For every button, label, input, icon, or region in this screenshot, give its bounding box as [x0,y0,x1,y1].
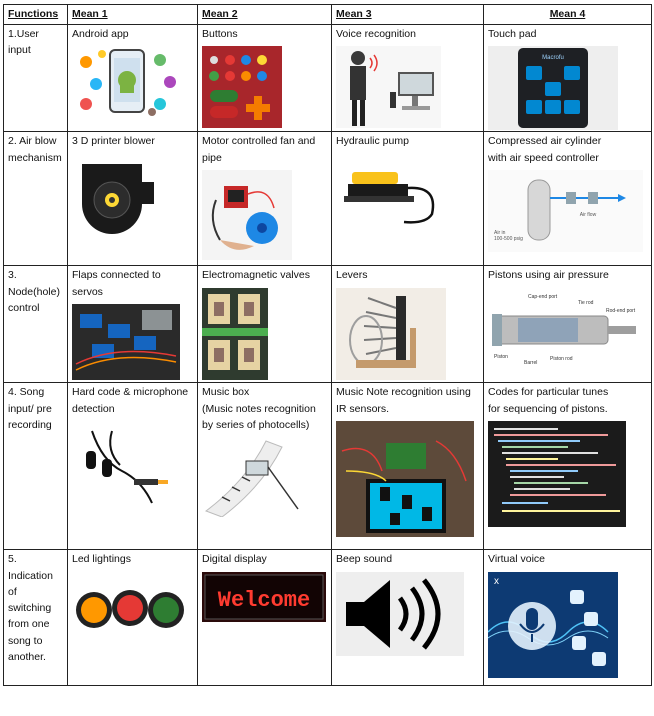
compressed-air-cylinder-image: Air flow Air in 100-500 psig [488,169,647,252]
mean-cell: Led lightings [67,549,198,687]
mean-cell: Motor controlled fan and pipe [197,131,332,267]
header-functions: Functions [3,4,68,25]
beep-sound-image [336,571,479,656]
mean-label: Voice recognition [336,28,416,40]
mean-label: Levers [336,269,368,282]
digital-display-image: Welcome [202,571,327,622]
hydraulic-pump-image [336,154,479,226]
function-cell: 5. Indication of switching from one song… [3,549,68,687]
mean-cell: Virtual voice x [483,549,652,687]
function-cell: 1.User input [3,23,68,133]
row-song-input: 4. Song input/ pre recording Hard code &… [3,382,652,551]
mean-label: Digital display [202,553,267,566]
row-node-control: 3. Node(hole) control Flaps connected to… [3,265,652,384]
tune-code-image [488,420,647,527]
piston-label-tie-rod: Tie rod [578,300,594,306]
buttons-image [202,46,327,129]
header-mean-2: Mean 2 [197,4,332,25]
mean-cell: Music box (Music notes recognition by se… [197,382,332,551]
led-lights-image [72,571,193,644]
touchpad-brand: Macrofu [542,55,564,61]
virtual-voice-image: x [488,571,647,678]
mean-cell: Flaps connected to servos [67,265,198,384]
cylinder-air-in-label: Air in 100-500 psig [494,230,523,242]
function-label: 5. Indication of switching from one song… [8,553,53,663]
mean-cell: Codes for particular tunes for sequencin… [483,382,652,551]
mean-label: Music box (Music notes recognition by se… [202,386,316,431]
piston-label-rod-end: Rod-end port [606,308,636,314]
mean-label: Music Note recognition using IR sensors. [336,386,471,415]
mean-label: Virtual voice [488,553,546,566]
function-label: 4. Song input/ pre recording [8,386,52,431]
mean-label: Motor controlled fan and pipe [202,135,316,164]
mean-label: 3 D printer blower [72,135,155,148]
music-box-image [202,437,327,518]
display-text: Welcome [218,588,310,613]
header-mean-3: Mean 3 [331,4,484,25]
piston-label-cap-end: Cap-end port [528,294,558,300]
printer-blower-image [72,154,193,236]
mean-label: Touch pad [488,28,537,40]
mean-label: Beep sound [336,553,393,566]
mean-cell: Music Note recognition using IR sensors. [331,382,484,551]
mean-label: Hydraulic pump [336,135,409,148]
mean-label: Compressed air cylinder with air speed c… [488,135,602,164]
piston-label-barrel: Barrel [524,360,537,366]
row-user-input: 1.User input Android app [3,23,652,133]
morphological-chart: Functions Mean 1 Mean 2 Mean 3 Mean 4 1.… [3,4,652,687]
mean-label: Buttons [202,28,238,40]
mean-label: Hard code & microphone detection [72,386,189,415]
mean-label: Android app [72,28,129,40]
mean-cell: Touch pad Macrofu [483,23,652,133]
mean-cell: Electromagnetic valves [197,265,332,384]
function-cell: 4. Song input/ pre recording [3,382,68,551]
mean-label: Electromagnetic valves [202,269,310,282]
air-pistons-image: Cap-end port Tie rod Rod-end port Piston… [488,287,647,374]
function-cell: 2. Air blow mechanism [3,131,68,267]
mean-cell: Beep sound [331,549,484,687]
mean-label: Led lightings [72,553,131,566]
levers-image [336,287,479,380]
ir-sensors-image [336,420,479,537]
microphone-image [72,420,193,507]
header-row: Functions Mean 1 Mean 2 Mean 3 Mean 4 [3,4,652,25]
fan-and-pipe-image [202,169,327,260]
mean-cell: Digital display Welcome [197,549,332,687]
mean-cell: Compressed air cylinder with air speed c… [483,131,652,267]
touch-pad-image: Macrofu [488,46,647,131]
mean-label: Codes for particular tunes for sequencin… [488,386,609,415]
mean-cell: Hard code & microphone detection [67,382,198,551]
voice-recognition-image [336,46,479,129]
piston-label-piston-rod: Piston rod [550,356,573,362]
piston-label-piston: Piston [494,354,508,360]
function-label: 1.User input [8,28,39,57]
function-label: 3. Node(hole) control [8,269,60,314]
mean-cell: Hydraulic pump [331,131,484,267]
function-cell: 3. Node(hole) control [3,265,68,384]
function-label: 2. Air blow mechanism [8,135,62,164]
electromagnetic-valves-image [202,287,327,380]
mean-cell: Android app [67,23,198,133]
header-mean-4: Mean 4 [483,4,652,25]
header-mean-1: Mean 1 [67,4,198,25]
mean-cell: Voice recognition [331,23,484,133]
mean-label: Pistons using air pressure [488,269,609,282]
mean-cell: 3 D printer blower [67,131,198,267]
row-indication: 5. Indication of switching from one song… [3,549,652,687]
mean-cell: Levers [331,265,484,384]
mean-label: Flaps connected to servos [72,269,161,298]
mean-cell: Buttons [197,23,332,133]
svg-text:x: x [494,576,499,587]
row-air-blow: 2. Air blow mechanism 3 D printer blower… [3,131,652,267]
mean-cell: Pistons using air pressure Cap-end port … [483,265,652,384]
cylinder-flow-label: Air flow [580,212,597,218]
servo-flaps-image [72,303,193,380]
android-app-image [72,46,193,118]
